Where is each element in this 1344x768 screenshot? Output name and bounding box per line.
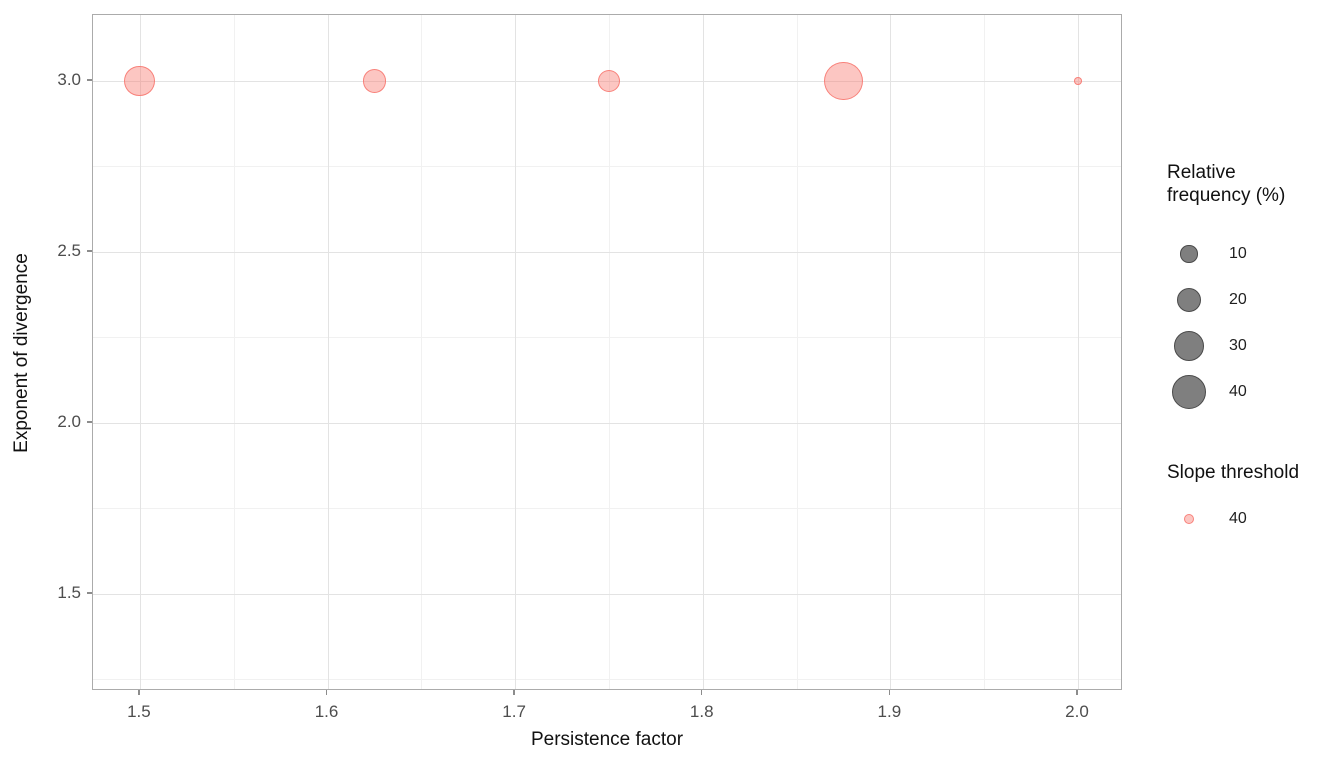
y-tick-label: 1.5 [57, 582, 81, 602]
x-tick-label: 2.0 [1065, 702, 1089, 721]
color-legend-row: 40 [1167, 496, 1299, 542]
color-legend-title: Slope threshold [1167, 462, 1300, 483]
data-point [124, 65, 156, 97]
data-point [597, 69, 621, 93]
size-legend-title-line1: Relative [1167, 162, 1236, 183]
x-tick-label: 1.5 [127, 702, 151, 721]
data-point [362, 69, 387, 93]
x-tick-label: 1.6 [314, 702, 339, 721]
gridline-minor-x [233, 15, 235, 689]
y-tick-mark [87, 79, 92, 81]
y-tick-label: 2.0 [57, 411, 81, 431]
gridline-minor-y [93, 337, 1121, 339]
gridline-minor-y [93, 508, 1121, 510]
size-key-circle [1176, 287, 1202, 313]
y-tick-mark [87, 250, 92, 252]
gridline-minor-x [984, 15, 986, 689]
size-legend-key [1167, 287, 1211, 313]
x-tick-mark [138, 690, 140, 695]
size-legend-key [1167, 245, 1211, 263]
color-legend-items: 40 [1167, 496, 1299, 542]
gridline-minor-x [421, 15, 423, 689]
gridline-major-x [327, 15, 329, 689]
gridline-minor-y [93, 679, 1121, 681]
size-legend-row: 40 [1167, 369, 1285, 415]
y-tick-label: 3.0 [57, 69, 81, 89]
data-point [824, 61, 863, 101]
color-key-circle [1183, 513, 1195, 525]
y-tick-mark [87, 592, 92, 594]
gridline-minor-x [608, 15, 610, 689]
gridline-major-y [93, 593, 1121, 595]
size-legend-key [1167, 331, 1211, 361]
gridline-major-y [93, 251, 1121, 253]
gridline-major-x [702, 15, 704, 689]
gridline-minor-y [93, 166, 1121, 168]
gridline-major-x [139, 15, 141, 689]
size-key-circle [1180, 245, 1198, 263]
gridline-major-x [1077, 15, 1079, 689]
x-tick-mark [325, 690, 328, 695]
size-legend-label: 30 [1229, 337, 1247, 354]
size-legend-row: 20 [1167, 277, 1285, 323]
gridline-major-y [93, 422, 1121, 424]
x-tick-label: 1.9 [877, 702, 902, 721]
size-legend-row: 10 [1167, 231, 1285, 277]
x-tick-mark [700, 690, 703, 695]
color-legend-key [1167, 513, 1211, 525]
gridline-minor-x [796, 15, 798, 689]
x-tick-label: 1.8 [689, 702, 714, 721]
size-legend-title-line2: frequency (%) [1167, 185, 1286, 206]
gridline-major-x [515, 15, 517, 689]
x-tick-mark [513, 690, 515, 695]
size-legend-label: 40 [1229, 383, 1247, 400]
y-tick-mark [87, 421, 92, 423]
size-legend: Relative frequency (%) 10 20 30 40 [1167, 161, 1285, 415]
y-tick-label: 2.5 [57, 240, 81, 260]
size-key-circle [1174, 331, 1204, 361]
x-tick-mark [1076, 690, 1078, 695]
plot-panel [92, 14, 1122, 690]
size-legend-label: 20 [1229, 291, 1247, 308]
size-legend-items: 10 20 30 40 [1167, 231, 1285, 415]
gridline-major-x [890, 15, 892, 689]
size-legend-title: Relative frequency (%) [1167, 161, 1285, 207]
data-point [1074, 77, 1082, 85]
size-key-circle [1171, 374, 1207, 410]
color-legend-label: 40 [1229, 510, 1247, 527]
size-legend-row: 30 [1167, 323, 1285, 369]
x-axis-title: Persistence factor [530, 729, 684, 750]
size-legend-label: 10 [1229, 245, 1247, 262]
x-tick-mark [888, 690, 891, 695]
x-tick-label: 1.7 [502, 702, 526, 721]
size-legend-key [1167, 374, 1211, 410]
color-legend: Slope threshold 40 [1167, 461, 1299, 542]
